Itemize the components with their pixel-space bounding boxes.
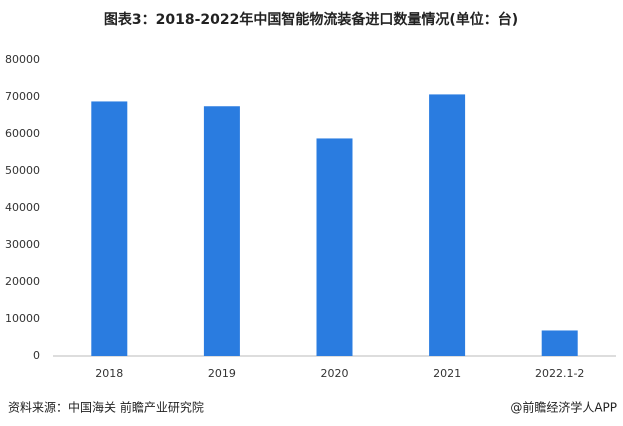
- bar: [541, 330, 578, 356]
- y-tick-label: 20000: [5, 275, 40, 288]
- x-tick-label: 2022.1-2: [535, 367, 584, 380]
- y-tick-label: 70000: [5, 90, 40, 103]
- chart-title: 图表3：2018-2022年中国智能物流装备进口数量情况(单位：台): [104, 11, 518, 28]
- y-tick-label: 30000: [5, 238, 40, 251]
- source-note: 资料来源：中国海关 前瞻产业研究院: [8, 400, 204, 415]
- y-tick-label: 80000: [5, 53, 40, 66]
- x-tick-label: 2019: [208, 367, 236, 380]
- y-tick-label: 10000: [5, 312, 40, 325]
- x-tick-label: 2020: [321, 367, 349, 380]
- y-tick-label: 50000: [5, 164, 40, 177]
- bar: [429, 94, 466, 356]
- y-tick-label: 60000: [5, 127, 40, 140]
- bar: [316, 138, 353, 356]
- x-tick-label: 2021: [433, 367, 461, 380]
- bar: [203, 106, 240, 356]
- y-tick-label: 0: [33, 349, 40, 362]
- credit: @前瞻经济学人APP: [510, 400, 617, 415]
- bar: [91, 101, 128, 356]
- y-tick-label: 40000: [5, 201, 40, 214]
- x-tick-label: 2018: [95, 367, 123, 380]
